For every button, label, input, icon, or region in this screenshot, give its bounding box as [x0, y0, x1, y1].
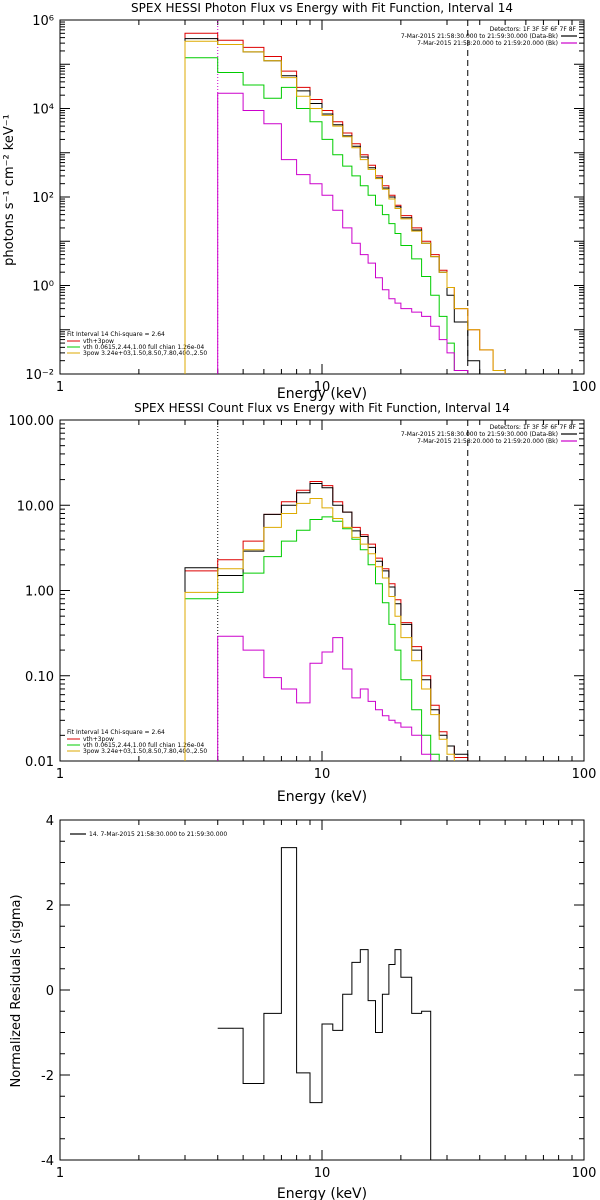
- photon-detectors-legend: Detectors: 1F 3F 5F 6F 7F 8F 7-Mar-2015 …: [401, 26, 577, 47]
- photon-x-axis-label: Energy (keV): [277, 386, 367, 402]
- photon-legend-bk-text: 7-Mar-2015 21:58:20.000 to 21:59:20.000 …: [417, 40, 558, 47]
- count-y-tick-label: 0.01: [25, 755, 54, 770]
- count-fit-item-0: vth+3pow: [83, 736, 114, 743]
- residuals-legend: 14. 7-Mar-2015 21:58:30.000 to 21:59:30.…: [70, 831, 227, 838]
- count-y-tick-label: 10.00: [17, 499, 54, 514]
- photon-y-tick-label: 10⁰: [32, 280, 54, 295]
- photon-plot: 1 10 100 10⁻² 10⁰ 10² 10⁴ 10⁶: [25, 14, 596, 395]
- photon-x-tick-label: 100: [572, 380, 597, 395]
- photon-y-tick-label: 10⁻²: [25, 368, 54, 383]
- count-legend-data-bk-text: 7-Mar-2015 21:58:30.000 to 21:59:30.000 …: [401, 431, 558, 438]
- count-x-tick-label: 1: [56, 767, 64, 782]
- photon-series-bk: [217, 92, 469, 374]
- residuals-y-tick-label: -4: [41, 1154, 54, 1169]
- count-series-group: [184, 481, 469, 761]
- photon-flux-panel: SPEX HESSI Photon Flux vs Energy with Fi…: [2, 1, 577, 402]
- photon-detectors-text: Detectors: 1F 3F 5F 6F 7F 8F: [490, 26, 577, 33]
- residuals-series-group: [217, 847, 432, 1160]
- count-legend-bk-text: 7-Mar-2015 21:58:20.000 to 21:59:20.000 …: [417, 438, 558, 445]
- residuals-frame: [59, 819, 585, 1161]
- count-x-tick-label: 100: [572, 767, 597, 782]
- residuals-y-tick-label: -2: [41, 1069, 54, 1084]
- count-chart-title: SPEX HESSI Count Flux vs Energy with Fit…: [134, 401, 510, 415]
- count-y-tick-label: 1.00: [25, 585, 54, 600]
- photon-y-tick-label: 10⁴: [32, 103, 54, 118]
- photon-series-vth: [184, 57, 469, 374]
- photon-x-tick-label: 1: [56, 380, 64, 395]
- count-frame: [59, 419, 585, 762]
- photon-series-group: [184, 32, 506, 374]
- count-plot: 1 10 100 0.01 0.10 1.00 10.00 100.00: [9, 414, 597, 782]
- photon-y-tick-label: 10²: [32, 191, 54, 206]
- photon-x-tick-label: 10: [314, 380, 331, 395]
- photon-chart-title: SPEX HESSI Photon Flux vs Energy with Fi…: [131, 1, 513, 15]
- photon-fit-legend: Fit Interval 14 Chi-square = 2.64 vth+3p…: [67, 331, 207, 357]
- residuals-y-tick-label: 4: [46, 814, 54, 829]
- count-fit-item-1: vth 0.0615,2.44,1.00 full chian 1.26e-04: [83, 742, 204, 749]
- residuals-x-tick-label: 1: [56, 1166, 64, 1181]
- count-detectors-text: Detectors: 1F 3F 5F 6F 7F 8F: [490, 424, 577, 431]
- count-x-axis-label: Energy (keV): [277, 789, 367, 805]
- count-fit-item-2: 3pow 3.24e+03,1.50,8.50,7.80,400.,2.50: [83, 748, 207, 755]
- photon-series-3pow: [184, 40, 506, 374]
- photon-y-axis-label: photons s⁻¹ cm⁻² keV⁻¹: [2, 114, 17, 266]
- count-x-tick-label: 10: [314, 767, 331, 782]
- photon-fit-item-2: 3pow 3.24e+03,1.50,8.50,7.80,400.,2.50: [83, 350, 207, 357]
- photon-legend-data-bk-text: 7-Mar-2015 21:58:30.000 to 21:59:30.000 …: [401, 33, 558, 40]
- residuals-x-tick-label: 100: [572, 1166, 597, 1181]
- count-series-vth-3pow: [184, 481, 469, 761]
- photon-series-vth-3pow: [184, 32, 506, 374]
- count-y-tick-label: 0.10: [25, 670, 54, 685]
- count-fit-header: Fit Interval 14 Chi-square = 2.64: [67, 729, 165, 736]
- count-series-3pow: [184, 498, 455, 761]
- count-fit-legend: Fit Interval 14 Chi-square = 2.64 vth+3p…: [67, 729, 207, 755]
- residuals-y-axis-label: Normalized Residuals (sigma): [9, 894, 24, 1087]
- residuals-series-14-7-mar-2015-21-58-30-000-to-: [217, 847, 432, 1160]
- residuals-plot: 1 10 100 -4 -2 0 2 4: [41, 814, 596, 1181]
- residuals-panel: Normalized Residuals (sigma) Energy (keV…: [9, 831, 367, 1200]
- photon-fit-item-1: vth 0.0615,2.44,1.00 full chian 1.26e-04: [83, 344, 204, 351]
- residuals-x-tick-label: 10: [314, 1166, 331, 1181]
- residuals-y-tick-label: 0: [46, 984, 54, 999]
- photon-fit-item-0: vth+3pow: [83, 338, 114, 345]
- residuals-legend-text: 14. 7-Mar-2015 21:58:30.000 to 21:59:30.…: [89, 831, 227, 838]
- count-flux-panel: SPEX HESSI Count Flux vs Energy with Fit…: [67, 401, 577, 805]
- count-series-vth: [184, 516, 440, 761]
- photon-y-tick-label: 10⁶: [32, 14, 54, 29]
- count-detectors-legend: Detectors: 1F 3F 5F 6F 7F 8F 7-Mar-2015 …: [401, 424, 577, 445]
- count-y-tick-label: 100.00: [9, 414, 55, 429]
- residuals-y-tick-label: 2: [46, 899, 54, 914]
- count-series-data-bk: [184, 483, 469, 761]
- count-series-bk: [217, 635, 432, 761]
- residuals-x-axis-label: Energy (keV): [277, 1186, 367, 1200]
- photon-frame: [59, 19, 585, 375]
- photon-fit-header: Fit Interval 14 Chi-square = 2.64: [67, 331, 165, 338]
